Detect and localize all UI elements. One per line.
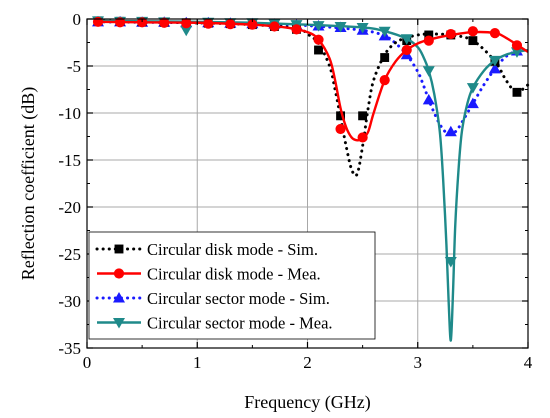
series-2-marker	[423, 35, 434, 46]
y-tick-label: -10	[58, 104, 81, 123]
legend-label-3: Circular sector mode - Sim.	[147, 289, 330, 308]
series-2	[92, 16, 529, 143]
series-3-marker	[444, 125, 457, 137]
series-2-marker	[401, 44, 412, 56]
y-tick-label: -30	[58, 292, 81, 311]
series-4-marker	[312, 21, 325, 32]
legend-marker-4	[113, 318, 125, 329]
legend-box	[88, 231, 376, 340]
series-2-marker	[335, 123, 346, 135]
legend-label-2: Circular disk mode - Mea.	[147, 265, 321, 284]
series-1	[93, 16, 530, 178]
series-2-marker	[489, 27, 501, 39]
series-1-marker	[424, 30, 434, 40]
legend-marker-1	[114, 244, 124, 254]
series-2-marker	[159, 17, 170, 28]
y-tick-label: 0	[73, 10, 82, 29]
series-1-marker	[512, 87, 522, 97]
series-1-marker	[314, 45, 323, 55]
series-layer	[92, 15, 530, 342]
x-tick-label: 0	[83, 353, 92, 372]
series-2-marker	[379, 75, 390, 86]
series-2-marker	[92, 16, 104, 27]
series-1-marker	[468, 36, 478, 46]
series-4-marker	[422, 66, 435, 77]
y-tick-label: -5	[67, 57, 81, 76]
y-tick-label: -15	[58, 151, 81, 170]
series-2-marker	[247, 19, 258, 30]
series-2-marker	[114, 17, 126, 28]
axis-ticks	[86, 18, 529, 349]
x-tick-label: 2	[303, 353, 312, 372]
series-1-marker	[336, 111, 346, 121]
series-3-marker	[466, 97, 479, 109]
y-tick-label: -25	[58, 245, 81, 264]
series-2-marker	[269, 21, 280, 32]
series-2-marker	[357, 132, 368, 143]
series-4-marker	[510, 47, 523, 58]
series-1-marker	[358, 111, 368, 121]
series-2-marker	[511, 40, 523, 51]
series-4-marker	[466, 83, 479, 94]
series-3-marker	[422, 93, 435, 105]
series-4-marker	[488, 55, 501, 67]
series-4-marker	[400, 34, 413, 45]
series-2-marker	[291, 24, 302, 35]
series-4-marker	[444, 257, 457, 268]
series-2-marker	[313, 34, 324, 45]
x-tick-label: 1	[193, 353, 202, 372]
series-2-marker	[203, 18, 214, 29]
series-4-marker	[378, 26, 391, 38]
series-2-marker	[137, 17, 148, 28]
legend-label-4: Circular sector mode - Mea.	[147, 314, 333, 333]
x-tick-label: 3	[414, 353, 423, 372]
legend-marker-2	[113, 268, 125, 279]
x-axis-title: Frequency (GHz)	[244, 392, 370, 413]
series-2-marker	[181, 18, 192, 29]
series-2-marker	[225, 19, 236, 30]
y-tick-label: -20	[58, 198, 81, 217]
legend: Circular disk mode - Sim. Circular disk m…	[88, 231, 376, 340]
series-2-marker	[445, 28, 456, 40]
series-1-marker	[380, 53, 390, 62]
y-axis-title: Reflection coefficient (dB)	[18, 87, 39, 281]
series-4-marker	[356, 22, 369, 34]
legend-marker-3	[113, 292, 125, 303]
tick-labels: 0 1 2 3 4 0 -5 -10 -15 -20 -25 -30 -35	[58, 10, 532, 372]
legend-label-1: Circular disk mode - Sim.	[147, 240, 318, 259]
series-4-marker	[180, 25, 193, 37]
series-2-marker	[467, 26, 478, 37]
x-tick-label: 4	[524, 353, 533, 372]
series-3-marker	[488, 62, 501, 74]
y-tick-label: -35	[58, 339, 81, 358]
series-4-marker	[334, 22, 347, 33]
series-1-line	[96, 19, 530, 178]
series-3-line	[96, 20, 530, 136]
